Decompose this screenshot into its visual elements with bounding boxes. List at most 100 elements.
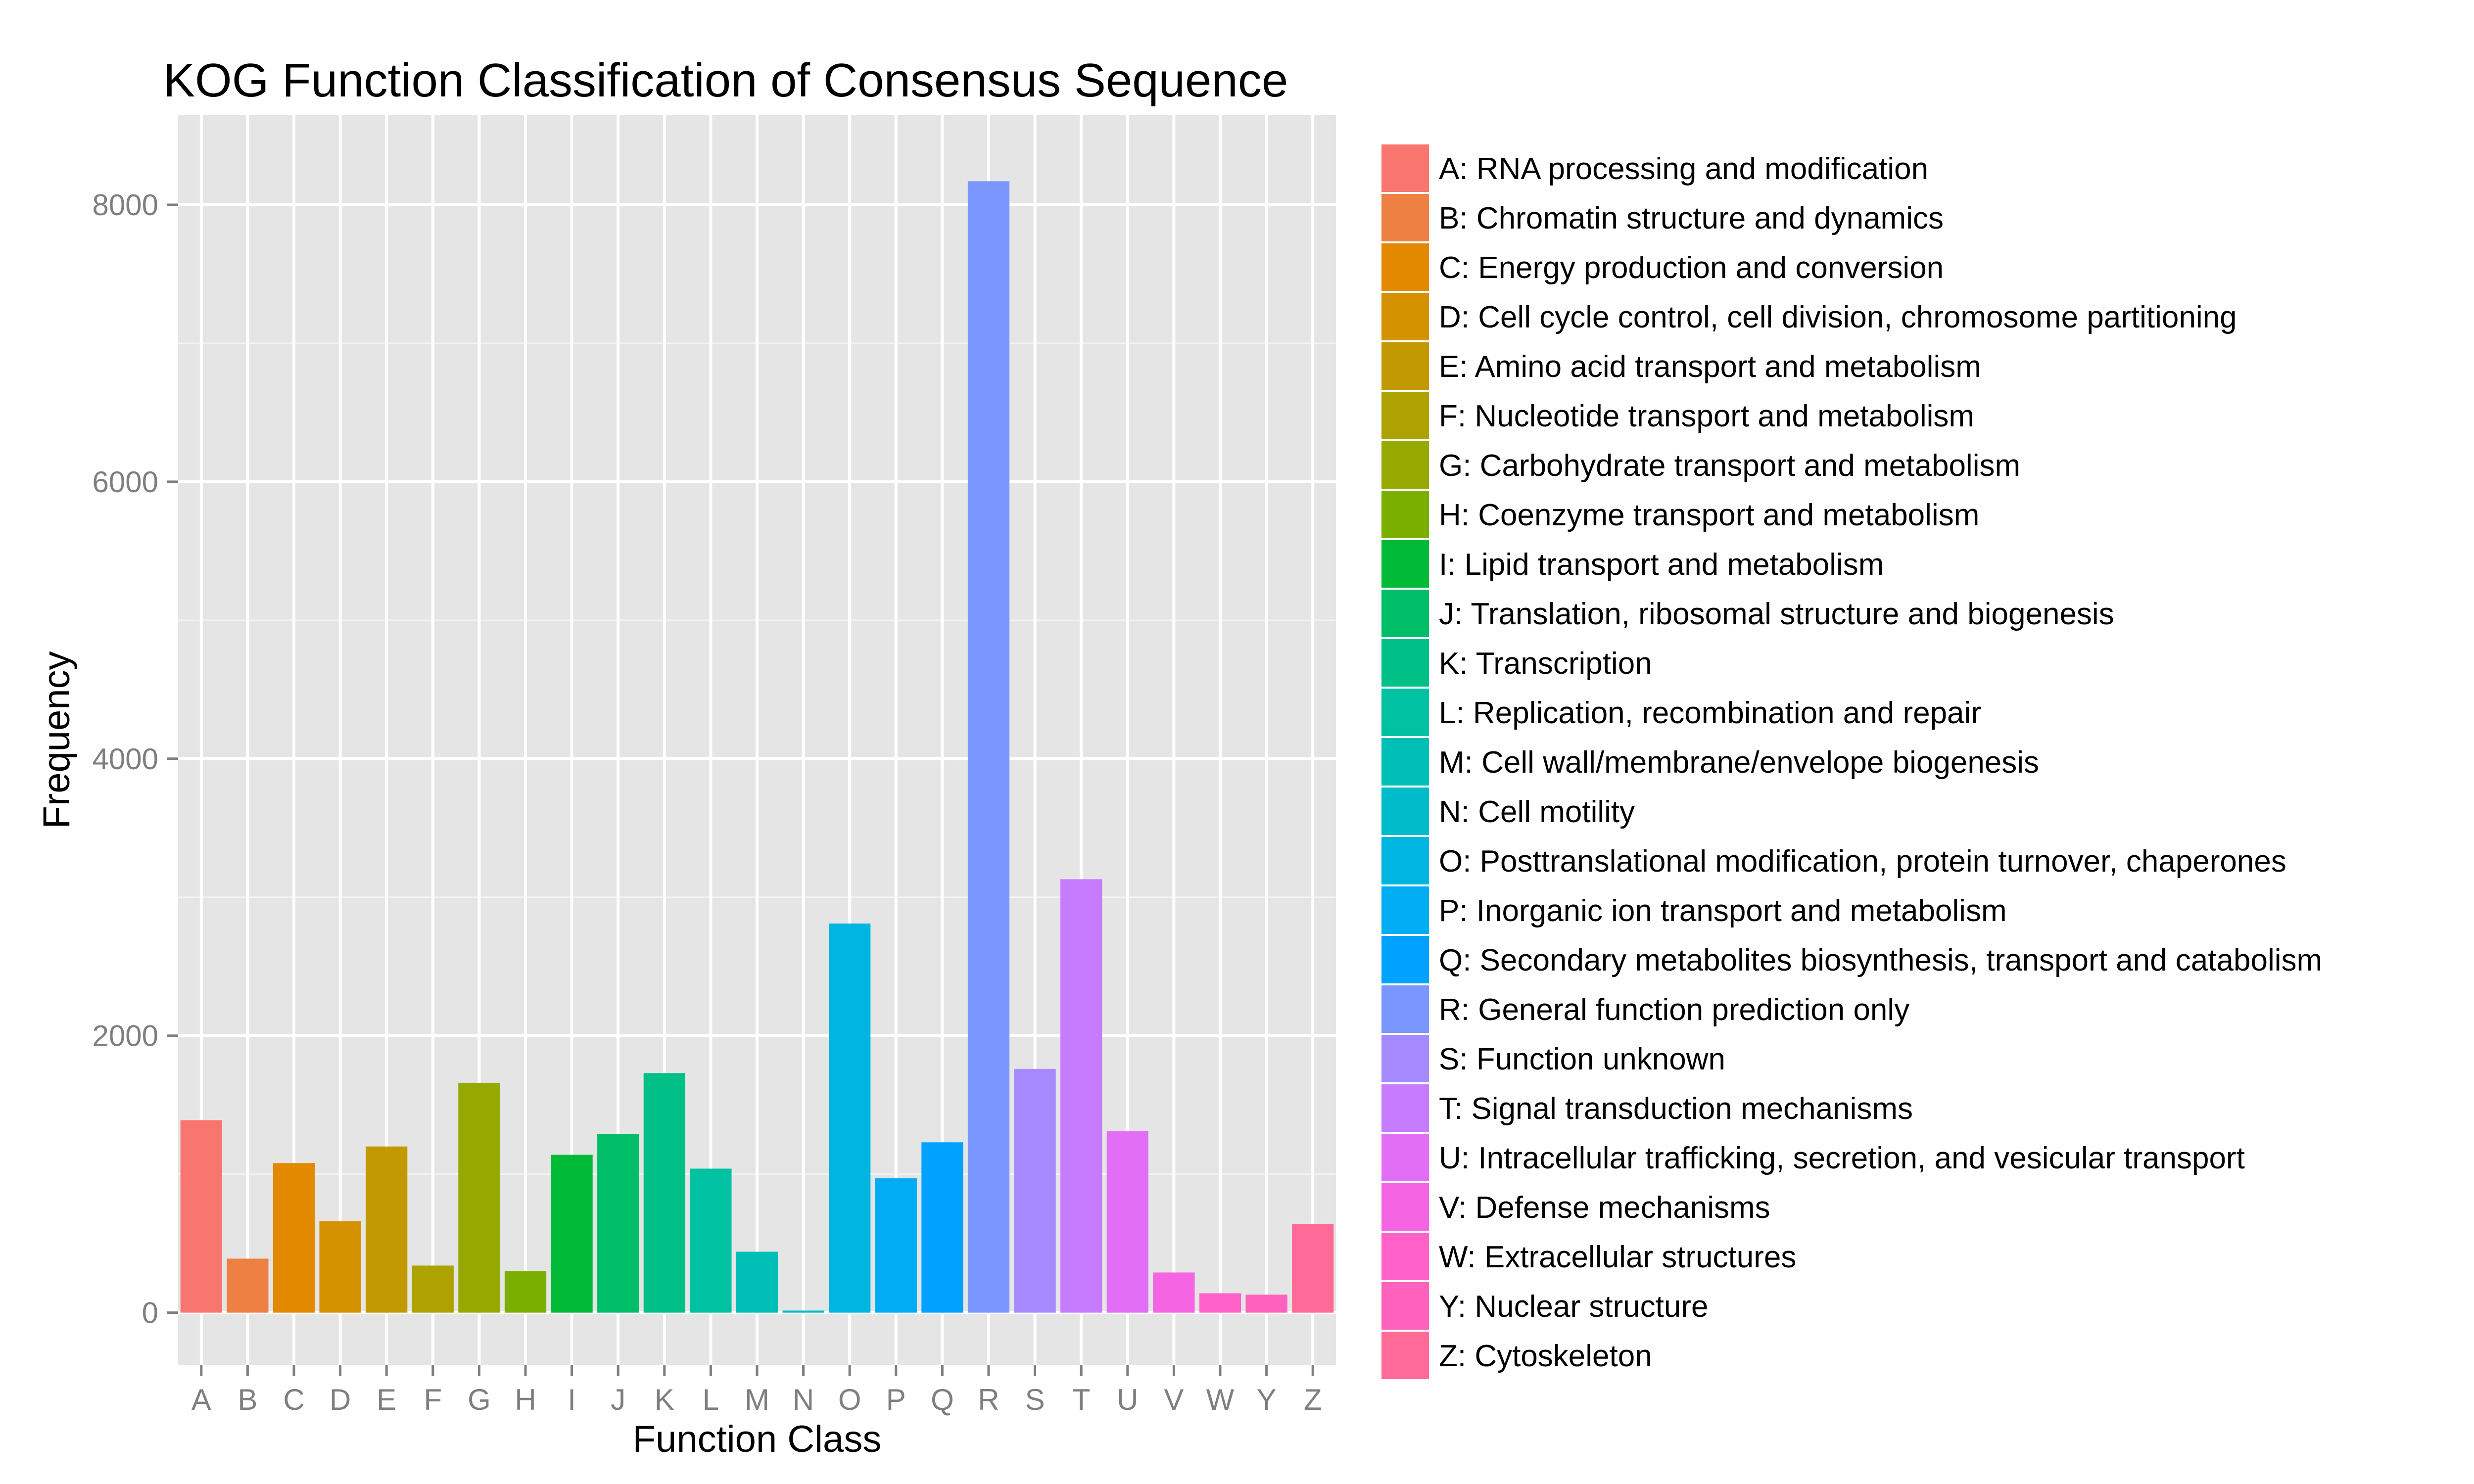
bar-i [551, 1155, 593, 1313]
y-tick-label: 2000 [93, 1020, 158, 1053]
bar-c [273, 1163, 315, 1313]
x-tick-label-d: D [330, 1383, 351, 1416]
legend-label-l: L: Replication, recombination and repair [1439, 696, 1981, 730]
x-tick-label-w: W [1206, 1383, 1235, 1416]
bar-d [319, 1221, 361, 1313]
legend-label-g: G: Carbohydrate transport and metabolism [1439, 449, 2020, 483]
legend: A: RNA processing and modification B: Chr… [1380, 142, 2322, 1381]
legend-swatch-c [1381, 243, 1429, 291]
bar-p [875, 1178, 917, 1313]
legend-label-j: J: Translation, ribosomal structure and … [1439, 597, 2114, 631]
x-tick-label-l: L [703, 1383, 719, 1416]
x-tick-label-f: F [424, 1383, 442, 1416]
legend-swatch-l [1381, 689, 1429, 736]
bar-n [782, 1310, 824, 1313]
legend-label-c: C: Energy production and conversion [1439, 251, 1944, 285]
legend-swatch-r [1381, 985, 1429, 1033]
legend-label-u: U: Intracellular trafficking, secretion,… [1439, 1141, 2245, 1175]
legend-swatch-k [1381, 639, 1429, 687]
y-tick-label: 0 [142, 1297, 158, 1330]
y-tick-label: 8000 [93, 188, 158, 222]
x-tick-label-o: O [838, 1383, 861, 1416]
legend-label-e: E: Amino acid transport and metabolism [1439, 350, 1981, 384]
bar-o [829, 923, 871, 1313]
legend-swatch-t [1381, 1084, 1429, 1132]
bar-k [643, 1073, 685, 1313]
y-axis-ticks: 0 2000 4000 6000 8000 [93, 188, 178, 1330]
bar-h [504, 1271, 547, 1313]
bar-a [180, 1120, 222, 1313]
legend-swatch-w [1381, 1233, 1429, 1280]
x-tick-label-u: U [1117, 1383, 1138, 1416]
x-tick-label-j: J [611, 1383, 625, 1416]
legend-swatch-b [1381, 194, 1429, 241]
chart-title: KOG Function Classification of Consensus… [163, 54, 1288, 107]
legend-label-v: V: Defense mechanisms [1439, 1191, 1770, 1225]
bar-r [967, 181, 1010, 1313]
legend-swatch-i [1381, 540, 1429, 588]
legend-swatch-p [1381, 886, 1429, 934]
legend-label-k: K: Transcription [1439, 647, 1652, 681]
legend-label-y: Y: Nuclear structure [1439, 1290, 1708, 1324]
bar-m [736, 1252, 778, 1313]
legend-swatch-g [1381, 441, 1429, 489]
legend-swatch-a [1381, 144, 1429, 192]
bar-v [1153, 1272, 1195, 1313]
bar-f [412, 1265, 454, 1313]
legend-swatch-j [1381, 590, 1429, 637]
legend-swatch-e [1381, 342, 1429, 390]
legend-label-f: F: Nucleotide transport and metabolism [1439, 399, 1974, 433]
bar-l [690, 1168, 732, 1313]
legend-label-o: O: Posttranslational modification, prote… [1439, 844, 2286, 879]
legend-swatch-q [1381, 936, 1429, 983]
legend-swatch-h [1381, 491, 1429, 538]
x-tick-label-i: I [568, 1383, 576, 1416]
legend-swatch-v [1381, 1183, 1429, 1231]
x-tick-label-t: T [1072, 1383, 1091, 1416]
bars [180, 181, 1334, 1313]
x-tick-label-p: P [886, 1383, 906, 1416]
legend-label-n: N: Cell motility [1439, 795, 1635, 829]
x-tick-label-g: G [468, 1383, 491, 1416]
legend-label-a: A: RNA processing and modification [1439, 152, 1928, 186]
x-tick-label-a: A [191, 1383, 211, 1416]
x-tick-label-k: K [655, 1383, 674, 1416]
x-tick-label-b: B [238, 1383, 257, 1416]
bar-u [1106, 1131, 1148, 1313]
legend-label-z: Z: Cytoskeleton [1439, 1339, 1652, 1373]
legend-swatch-m [1381, 738, 1429, 786]
x-tick-label-q: Q [931, 1383, 954, 1416]
legend-swatch-y [1381, 1282, 1429, 1330]
x-tick-label-y: Y [1257, 1383, 1277, 1416]
bar-s [1014, 1068, 1056, 1313]
legend-label-p: P: Inorganic ion transport and metabolis… [1439, 894, 2007, 928]
legend-label-w: W: Extracellular structures [1439, 1240, 1796, 1274]
legend-label-d: D: Cell cycle control, cell division, ch… [1439, 300, 2237, 334]
bar-b [227, 1258, 269, 1313]
x-tick-label-s: S [1025, 1383, 1045, 1416]
bar-j [597, 1134, 639, 1313]
legend-label-m: M: Cell wall/membrane/envelope biogenesi… [1439, 745, 2039, 780]
legend-swatch-u [1381, 1134, 1429, 1181]
bar-g [458, 1082, 500, 1313]
legend-swatch-s [1381, 1035, 1429, 1082]
legend-swatch-o [1381, 837, 1429, 884]
legend-label-i: I: Lipid transport and metabolism [1439, 548, 1884, 582]
bar-e [366, 1146, 408, 1313]
legend-swatch-d [1381, 293, 1429, 340]
x-axis-title: Function Class [633, 1418, 882, 1460]
bar-y [1245, 1295, 1287, 1313]
x-tick-label-z: Z [1304, 1383, 1322, 1416]
legend-label-t: T: Signal transduction mechanisms [1439, 1092, 1913, 1126]
x-tick-label-h: H [515, 1383, 536, 1416]
legend-label-h: H: Coenzyme transport and metabolism [1439, 498, 1979, 532]
legend-swatch-f [1381, 392, 1429, 439]
x-tick-label-n: N [793, 1383, 814, 1416]
bar-q [921, 1142, 963, 1313]
legend-label-b: B: Chromatin structure and dynamics [1439, 201, 1944, 235]
bar-w [1199, 1293, 1241, 1313]
x-tick-label-m: M [745, 1383, 769, 1416]
bar-t [1060, 879, 1102, 1313]
